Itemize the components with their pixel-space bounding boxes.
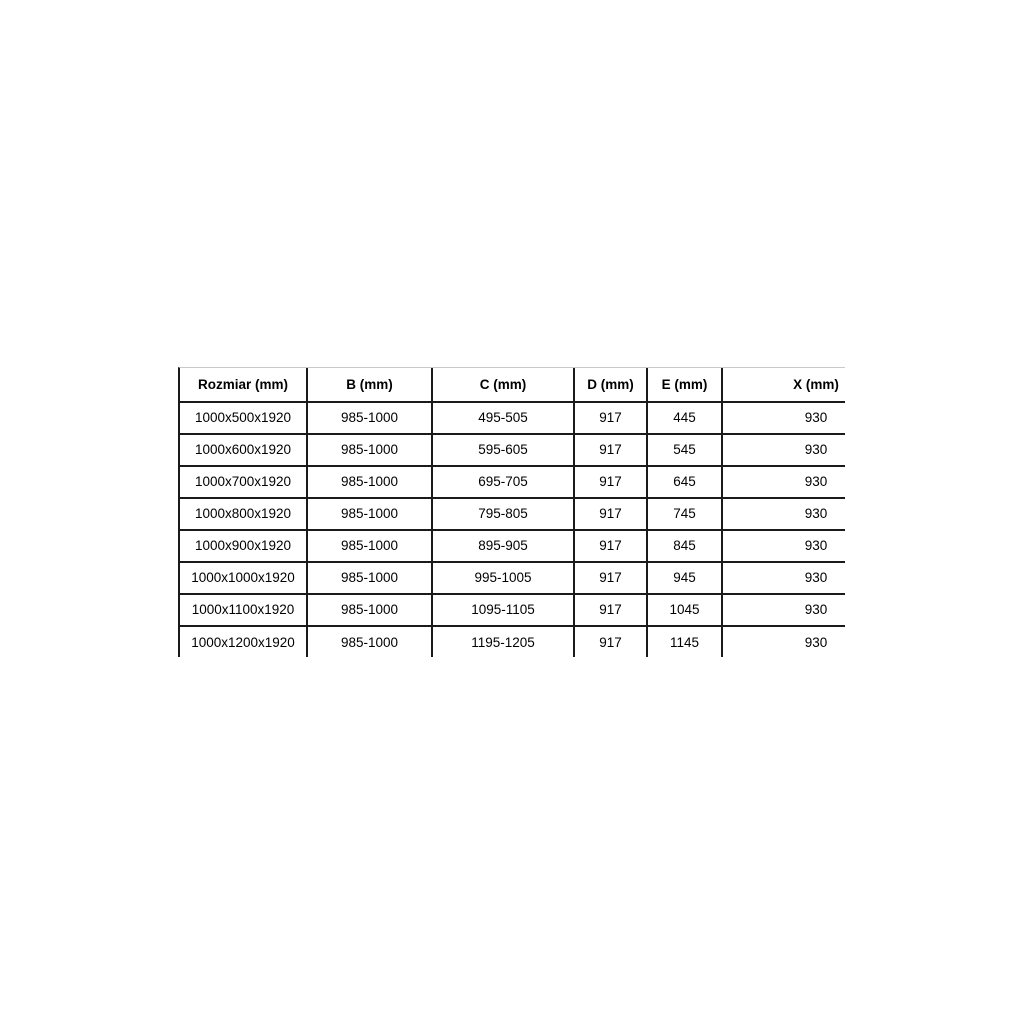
cell-e: 845 <box>647 530 723 563</box>
cell-x: 930 <box>722 434 845 467</box>
cell-e: 545 <box>647 434 723 467</box>
cell-b: 985-1000 <box>307 626 433 657</box>
cell-size: 1000x700x1920 <box>180 466 308 499</box>
cell-c: 995-1005 <box>432 562 575 595</box>
table-row: 1000x800x1920 985-1000 795-805 917 745 9… <box>180 498 845 531</box>
table-row: 1000x1000x1920 985-1000 995-1005 917 945… <box>180 562 845 595</box>
cell-size: 1000x900x1920 <box>180 530 308 563</box>
cell-size: 1000x500x1920 <box>180 402 308 435</box>
column-header-b: B (mm) <box>307 368 433 403</box>
cell-x: 930 <box>722 466 845 499</box>
cell-c: 595-605 <box>432 434 575 467</box>
cell-size: 1000x1200x1920 <box>180 626 308 657</box>
cell-size: 1000x1000x1920 <box>180 562 308 595</box>
cell-size: 1000x1100x1920 <box>180 594 308 627</box>
cell-b: 985-1000 <box>307 434 433 467</box>
cell-x: 930 <box>722 626 845 657</box>
cell-c: 1095-1105 <box>432 594 575 627</box>
table-row: 1000x500x1920 985-1000 495-505 917 445 9… <box>180 402 845 435</box>
cell-d: 917 <box>574 466 648 499</box>
table-row: 1000x1200x1920 985-1000 1195-1205 917 11… <box>180 626 845 657</box>
cell-size: 1000x800x1920 <box>180 498 308 531</box>
cell-size: 1000x600x1920 <box>180 434 308 467</box>
cell-x: 930 <box>722 530 845 563</box>
cell-c: 495-505 <box>432 402 575 435</box>
specification-table: Rozmiar (mm) B (mm) C (mm) D (mm) E (mm)… <box>180 368 845 657</box>
cell-e: 645 <box>647 466 723 499</box>
cell-d: 917 <box>574 434 648 467</box>
cell-d: 917 <box>574 402 648 435</box>
cell-e: 745 <box>647 498 723 531</box>
cell-b: 985-1000 <box>307 466 433 499</box>
cell-x: 930 <box>722 562 845 595</box>
cell-e: 445 <box>647 402 723 435</box>
column-header-d: D (mm) <box>574 368 648 403</box>
table-row: 1000x700x1920 985-1000 695-705 917 645 9… <box>180 466 845 499</box>
cell-e: 1045 <box>647 594 723 627</box>
cell-c: 895-905 <box>432 530 575 563</box>
table-header-row: Rozmiar (mm) B (mm) C (mm) D (mm) E (mm)… <box>180 368 845 403</box>
cell-e: 945 <box>647 562 723 595</box>
cell-c: 795-805 <box>432 498 575 531</box>
cell-e: 1145 <box>647 626 723 657</box>
specification-table-container: Rozmiar (mm) B (mm) C (mm) D (mm) E (mm)… <box>178 367 845 657</box>
cell-x: 930 <box>722 498 845 531</box>
table-body: 1000x500x1920 985-1000 495-505 917 445 9… <box>180 402 845 657</box>
table-row: 1000x900x1920 985-1000 895-905 917 845 9… <box>180 530 845 563</box>
cell-x: 930 <box>722 402 845 435</box>
table-row: 1000x600x1920 985-1000 595-605 917 545 9… <box>180 434 845 467</box>
column-header-size: Rozmiar (mm) <box>180 368 308 403</box>
table-row: 1000x1100x1920 985-1000 1095-1105 917 10… <box>180 594 845 627</box>
table-header: Rozmiar (mm) B (mm) C (mm) D (mm) E (mm)… <box>180 368 845 403</box>
cell-d: 917 <box>574 626 648 657</box>
column-header-x: X (mm) <box>722 368 845 403</box>
cell-x: 930 <box>722 594 845 627</box>
cell-b: 985-1000 <box>307 498 433 531</box>
cell-b: 985-1000 <box>307 562 433 595</box>
cell-d: 917 <box>574 498 648 531</box>
cell-d: 917 <box>574 530 648 563</box>
cell-b: 985-1000 <box>307 530 433 563</box>
cell-c: 695-705 <box>432 466 575 499</box>
column-header-e: E (mm) <box>647 368 723 403</box>
cell-c: 1195-1205 <box>432 626 575 657</box>
cell-d: 917 <box>574 562 648 595</box>
cell-d: 917 <box>574 594 648 627</box>
cell-b: 985-1000 <box>307 594 433 627</box>
cell-b: 985-1000 <box>307 402 433 435</box>
column-header-c: C (mm) <box>432 368 575 403</box>
